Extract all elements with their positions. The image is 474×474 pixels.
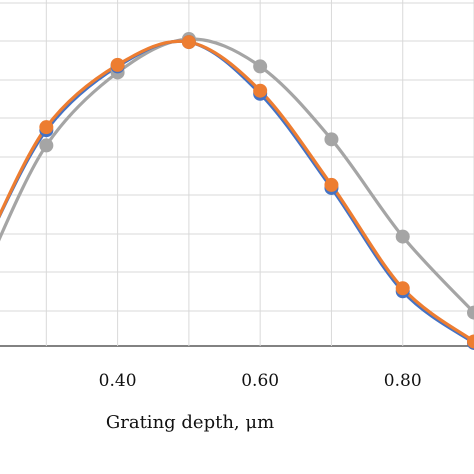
x-tick-label: 0.40 <box>99 371 137 391</box>
series-3-point <box>324 132 339 147</box>
series-2-point <box>253 83 268 98</box>
x-axis-title: Grating depth, μm <box>106 412 274 433</box>
x-tick-label: 0.60 <box>241 371 279 391</box>
series-3-point <box>39 138 54 153</box>
series-2-point <box>110 57 125 72</box>
series-2-point <box>181 35 196 50</box>
series-3-point <box>467 305 474 320</box>
series-points <box>39 32 474 350</box>
x-tick-label: 0.80 <box>384 371 422 391</box>
series-2-point <box>324 177 339 192</box>
series-3-point <box>253 59 268 74</box>
series-2-point <box>39 120 54 135</box>
series-2-point <box>395 281 410 296</box>
series-2-point <box>467 334 474 349</box>
x-tick-labels: 0.40 0.60 0.80 <box>99 371 422 391</box>
series-3-point <box>395 229 410 244</box>
